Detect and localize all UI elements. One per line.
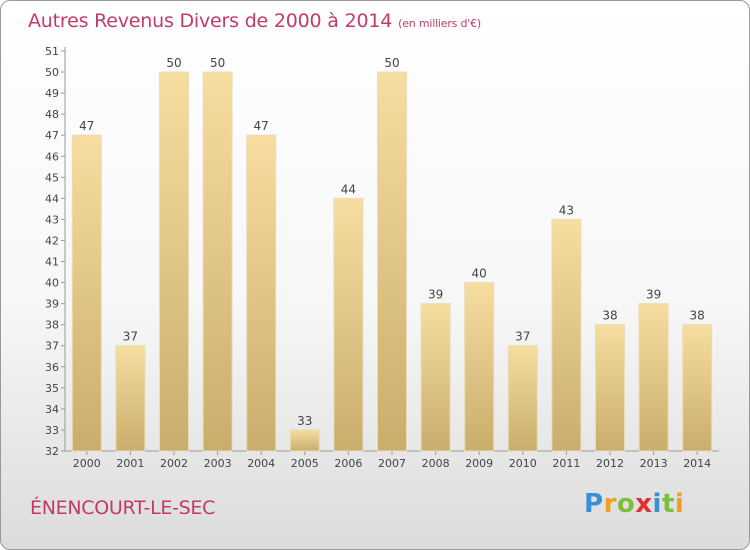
x-tick-label: 2002 (160, 457, 188, 470)
bar-value-label: 39 (646, 288, 661, 302)
y-tick-label: 41 (45, 256, 59, 269)
x-tick-label: 2008 (422, 457, 450, 470)
y-tick-label: 39 (45, 298, 59, 311)
bar-2001 (115, 345, 146, 452)
bar-2000 (71, 134, 102, 452)
bar-value-label: 40 (472, 267, 487, 281)
bar-value-label: 38 (690, 309, 705, 323)
bar-2011 (551, 218, 582, 452)
bar-value-label: 37 (123, 330, 138, 344)
bar-value-label: 47 (79, 119, 94, 133)
chart-title-text: Autres Revenus Divers de 2000 à 2014 (28, 10, 393, 32)
x-tick-label: 2013 (640, 457, 668, 470)
x-tick-label: 2004 (247, 457, 275, 470)
x-tick-label: 2012 (596, 457, 624, 470)
bar-2009 (464, 282, 495, 452)
chart-title: Autres Revenus Divers de 2000 à 2014 (en … (28, 10, 481, 32)
bar-value-label: 50 (384, 56, 399, 70)
y-tick-label: 49 (45, 87, 59, 100)
bar-value-label: 38 (602, 309, 617, 323)
y-tick-label: 51 (45, 45, 59, 58)
x-tick-label: 2007 (378, 457, 406, 470)
bar-2012 (595, 324, 625, 452)
x-tick-label: 2009 (465, 457, 493, 470)
x-tick-label: 2014 (683, 457, 711, 470)
bar-value-label: 50 (166, 56, 181, 70)
y-tick-label: 38 (45, 319, 59, 332)
bar-2013 (638, 303, 669, 452)
bar-value-label: 50 (210, 56, 225, 70)
y-tick-label: 48 (45, 108, 59, 121)
bar-2008 (420, 303, 451, 452)
bar-2004 (246, 134, 277, 452)
proxiti-logo[interactable]: Proxiti (584, 489, 685, 519)
bar-2002 (159, 71, 189, 452)
y-tick-label: 43 (45, 213, 59, 226)
x-tick-label: 2001 (116, 457, 144, 470)
y-tick-label: 33 (45, 424, 59, 437)
chart-subtitle: (en milliers d'€) (398, 17, 482, 30)
bar-value-label: 47 (254, 119, 269, 133)
y-tick-label: 46 (45, 150, 59, 163)
bar-value-label: 37 (515, 330, 530, 344)
bar-2005 (289, 429, 320, 452)
y-tick-label: 37 (45, 340, 59, 353)
y-tick-label: 47 (45, 129, 59, 142)
x-tick-label: 2006 (334, 457, 362, 470)
y-tick-label: 44 (45, 192, 59, 205)
y-tick-label: 34 (45, 403, 59, 416)
y-tick-label: 50 (45, 66, 59, 79)
y-tick-label: 32 (45, 445, 59, 458)
bar-2007 (377, 71, 407, 452)
x-tick-label: 2003 (204, 457, 232, 470)
bar-value-label: 39 (428, 288, 443, 302)
bar-2014 (682, 324, 713, 452)
y-tick-label: 42 (45, 234, 59, 247)
bar-value-label: 44 (341, 182, 356, 196)
x-tick-label: 2010 (509, 457, 537, 470)
town-name: ÉNENCOURT-LE-SEC (30, 497, 216, 519)
y-tick-label: 40 (45, 277, 59, 290)
bar-value-label: 43 (559, 203, 574, 217)
bar-2010 (507, 345, 538, 452)
x-tick-label: 2005 (291, 457, 319, 470)
y-tick-label: 36 (45, 361, 59, 374)
bar-2003 (202, 71, 233, 452)
y-tick-label: 35 (45, 382, 59, 395)
bar-2006 (333, 197, 364, 452)
x-tick-label: 2011 (552, 457, 580, 470)
bar-value-label: 33 (297, 414, 312, 428)
y-tick-label: 45 (45, 171, 59, 184)
x-tick-label: 2000 (73, 457, 101, 470)
